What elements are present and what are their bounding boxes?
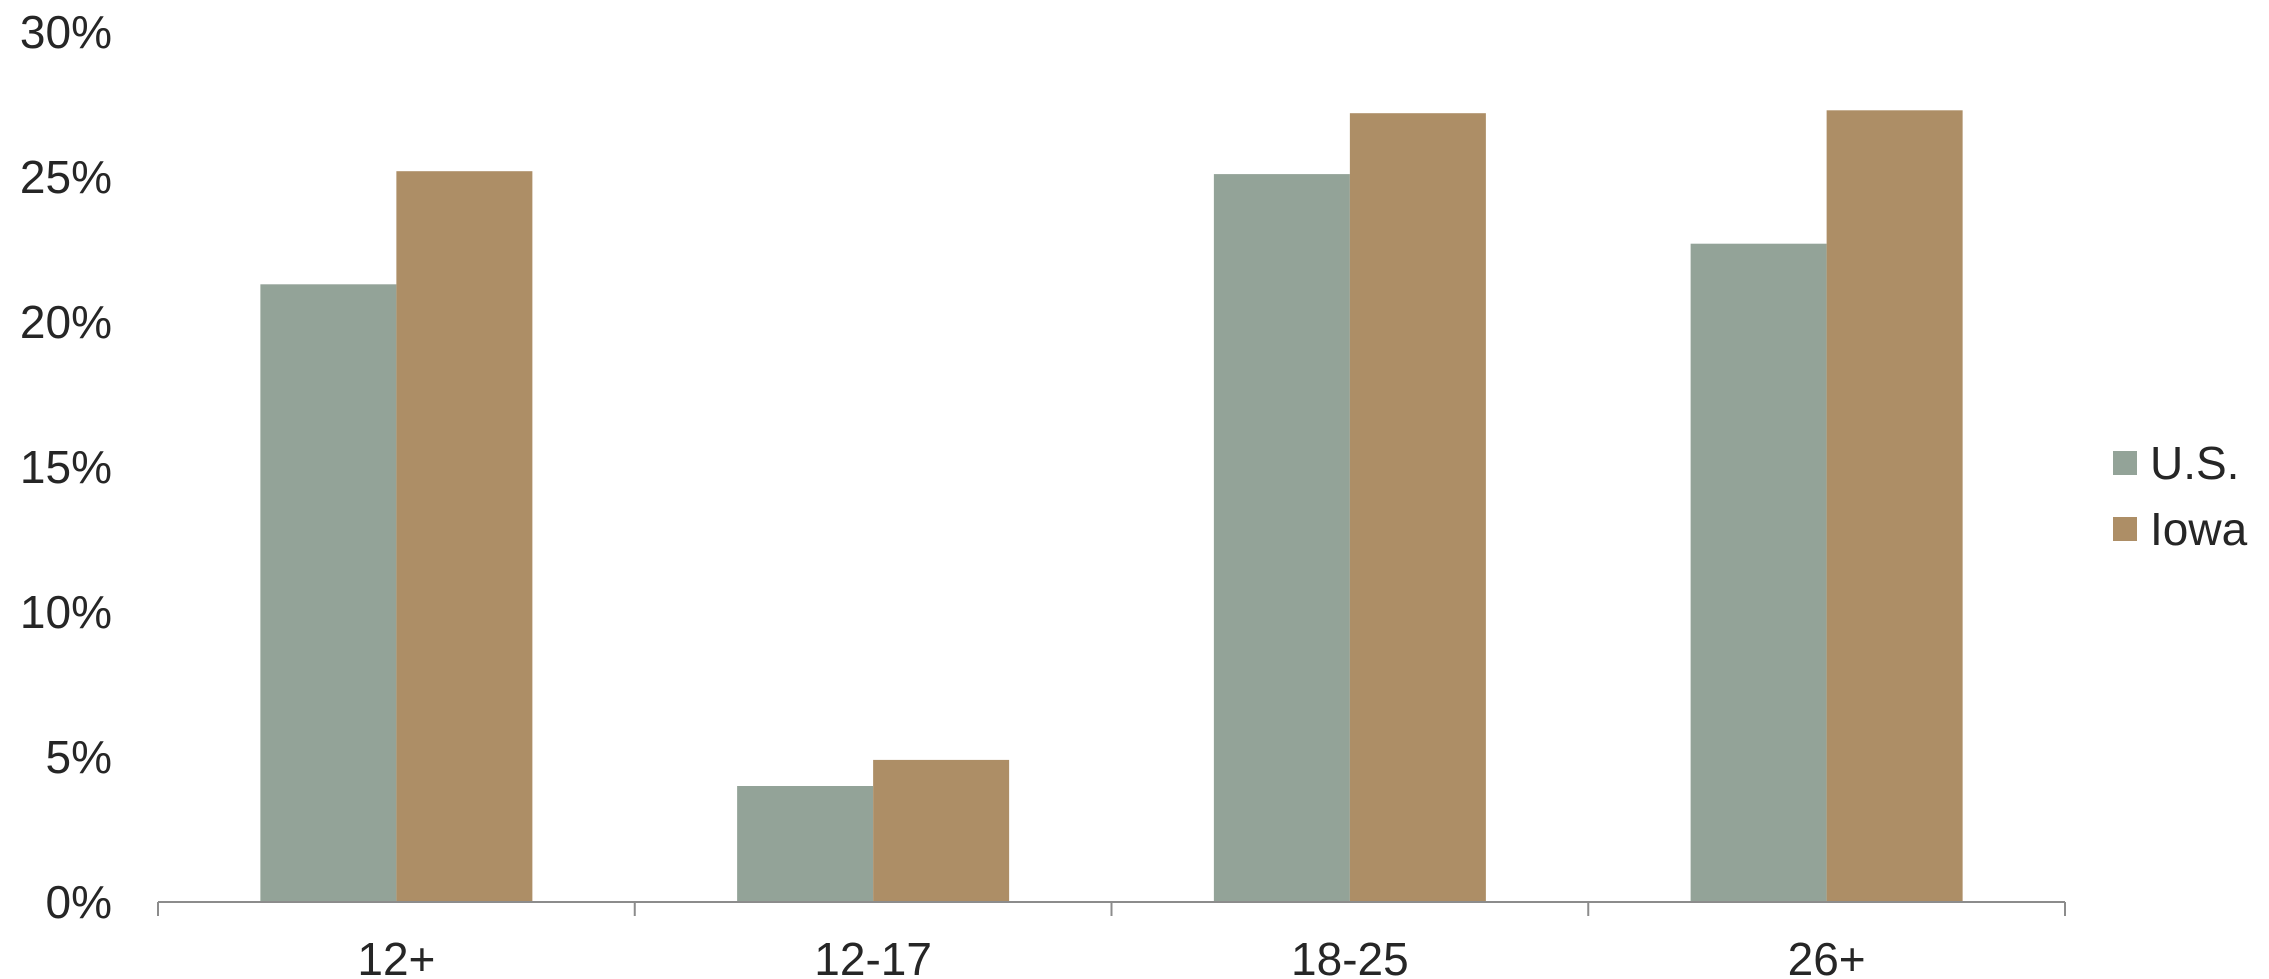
bar-u-s-12-17 (737, 786, 874, 902)
x-tick-label: 12-17 (814, 933, 932, 979)
y-tick-label: 5% (46, 731, 112, 783)
bar-iowa-12plus (396, 171, 533, 902)
y-tick-label: 20% (20, 296, 112, 348)
bar-u-s-18-25 (1213, 174, 1350, 903)
x-tick-label: 12+ (357, 933, 435, 979)
y-tick-label: 0% (46, 876, 112, 928)
bar-iowa-26plus (1826, 110, 1963, 903)
bar-iowa-18-25 (1349, 113, 1486, 902)
bar-u-s-12plus (260, 284, 397, 902)
x-axis (157, 901, 2066, 916)
legend-swatch (2113, 517, 2137, 541)
bar-iowa-12-17 (873, 759, 1010, 902)
y-tick-label: 10% (20, 586, 112, 638)
legend-label: Iowa (2150, 503, 2248, 555)
bars (260, 110, 1963, 903)
x-tick-label: 26+ (1788, 933, 1866, 979)
y-tick-label: 30% (20, 6, 112, 58)
y-axis-labels: 0% 5% 10% 15% 20% 25% 30% (20, 6, 112, 928)
y-tick-label: 25% (20, 151, 112, 203)
legend-label: U.S. (2150, 437, 2239, 489)
bar-u-s-26plus (1690, 243, 1827, 902)
x-tick-label: 18-25 (1291, 933, 1409, 979)
x-axis-labels: 12+ 12-17 18-25 26+ (357, 933, 1865, 979)
legend: U.S. Iowa (2113, 437, 2248, 555)
y-tick-label: 15% (20, 441, 112, 493)
legend-swatch (2113, 451, 2137, 475)
